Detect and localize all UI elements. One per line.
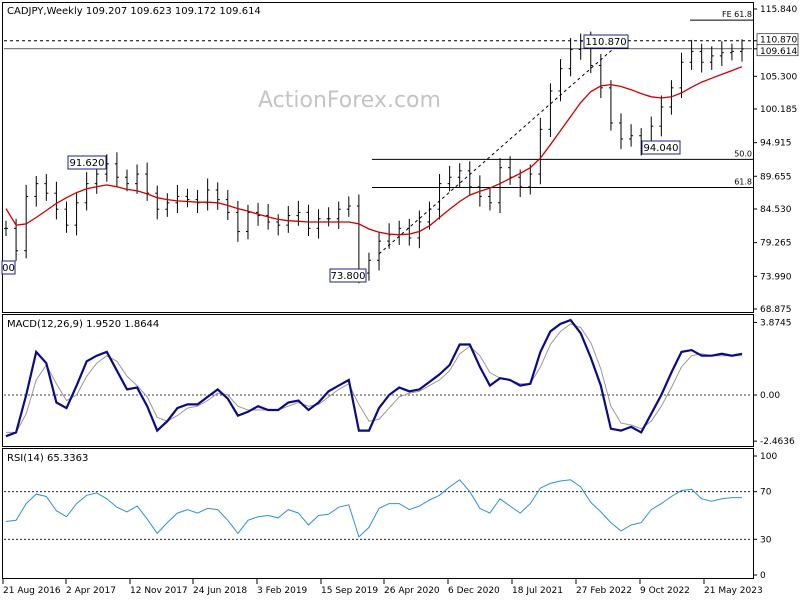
y-tick-label: 79.265 (760, 239, 792, 249)
macd-y-label: 0.00 (760, 391, 780, 401)
x-tick-label: 26 Apr 2020 (384, 586, 440, 596)
fib-label: FE 61.8 (722, 10, 752, 19)
annotation-label: 73.800 (331, 271, 366, 282)
y-tick-label: 89.655 (760, 172, 792, 182)
annotation-label: 110.870 (585, 37, 626, 48)
annotation-box (583, 34, 629, 49)
y-tick-label: 68.875 (760, 305, 792, 315)
y-tick-label: 105.300 (760, 72, 797, 82)
trend-line (378, 36, 628, 255)
x-tick-label: 9 Oct 2022 (640, 586, 690, 596)
x-tick-label: 21 Aug 2016 (3, 586, 61, 596)
rsi-y-label: 0 (760, 571, 766, 581)
price-series-layer: FE 61.8 50.0 61.8 91.620 110.870 94.040 73.800… (1, 5, 799, 315)
fib-label: 50.0 (734, 149, 752, 158)
rsi-line (5, 479, 742, 538)
x-tick-label: 6 Dec 2020 (448, 586, 500, 596)
fib-label: 61.8 (734, 177, 752, 186)
axis-labels-layer: 21 Aug 2016 2 Apr 2017 12 Nov 2017 24 Jun 2… (2, 579, 763, 596)
x-tick-label: 3 Feb 2019 (257, 586, 308, 596)
x-tick-label: 15 Sep 2019 (321, 586, 378, 596)
symbol-line: CADJPY,Weekly 109.207 109.623 109.172 10… (7, 6, 261, 17)
rsi-panel (2, 448, 754, 579)
macd-panel (2, 314, 754, 447)
annotation-box (1, 260, 16, 275)
x-tick-label: 2 Apr 2017 (66, 586, 116, 596)
y-tick-label: 115.840 (760, 5, 797, 15)
annotation-box (329, 268, 367, 283)
rsi-series-layer: 100 70 30 0 (4, 452, 777, 581)
y-tick-label: 110.870 (760, 36, 797, 46)
x-tick-label: 27 Feb 2022 (576, 586, 632, 596)
price-panel (2, 2, 754, 313)
macd-title: MACD(12,26,9) 1.9520 1.8644 (7, 319, 159, 330)
annotation-label: 94.040 (644, 143, 679, 154)
macd-y-label: -2.4636 (760, 437, 795, 447)
y-tick-label: 84.530 (760, 205, 792, 215)
y-tick-label: 94.915 (760, 139, 792, 149)
y-tick-label: 109.614 (760, 47, 797, 57)
rsi-y-label: 30 (760, 535, 772, 545)
macd-series-layer: 3.8745 0.00 -2.4636 (4, 318, 795, 447)
rsi-title: RSI(14) 65.3363 (7, 453, 88, 464)
annotation-label: 00 (2, 263, 15, 274)
y-tick-label: 73.990 (760, 272, 792, 282)
x-tick-label: 21 May 2023 (704, 586, 763, 596)
macd-line (5, 318, 743, 438)
x-tick-label: 12 Nov 2017 (130, 586, 188, 596)
moving-average-line (5, 66, 743, 236)
annotation-box (67, 155, 107, 170)
x-tick-label: 18 Jul 2021 (512, 586, 563, 596)
rsi-y-label: 70 (760, 488, 772, 498)
annotation-label: 91.620 (70, 158, 105, 169)
watermark: ActionForex.com (258, 88, 441, 113)
y-tick-label: 100.185 (760, 105, 797, 115)
price-tag-box (756, 44, 799, 57)
rsi-y-label: 100 (760, 452, 777, 462)
x-tick-label: 24 Jun 2018 (193, 586, 247, 596)
annotation-box (641, 140, 681, 155)
macd-y-label: 3.8745 (760, 318, 792, 328)
